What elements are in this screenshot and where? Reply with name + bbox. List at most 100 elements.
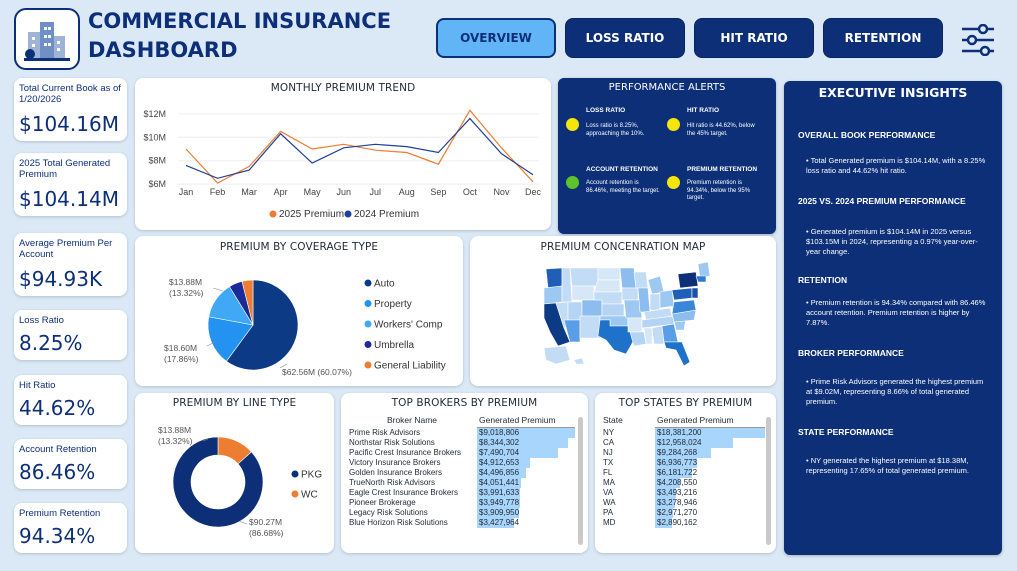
column-header-premium[interactable]: Generated Premium xyxy=(477,415,575,428)
kpi-premium-retention: Premium Retention 94.34% xyxy=(14,503,127,553)
row-premium-value: $3,949,778 xyxy=(479,498,520,507)
map-state-wy xyxy=(571,285,595,301)
table-row[interactable]: Northstar Risk Solutions $8,344,302 xyxy=(347,437,575,448)
row-premium-cell: $9,284,268 xyxy=(655,447,765,458)
kpi-hit-ratio: Hit Ratio 44.62% xyxy=(14,375,127,425)
table-row[interactable]: MD $2,890,162 xyxy=(601,517,765,528)
row-premium-value: $6,936,773 xyxy=(657,458,698,467)
tab-loss-ratio[interactable]: LOSS RATIO xyxy=(565,18,685,58)
leader-line xyxy=(279,363,288,369)
map-state-mi xyxy=(647,275,665,295)
x-tick-label: Mar xyxy=(241,187,257,197)
row-name: Legacy Risk Solutions xyxy=(349,508,428,517)
table-row[interactable]: Blue Horizon Risk Solutions $3,427,964 xyxy=(347,517,575,528)
row-name: FL xyxy=(603,468,613,477)
donut-label-wc-pct: (13.32%) xyxy=(158,436,193,446)
table-row[interactable]: Pacific Crest Insurance Brokers $7,490,70… xyxy=(347,447,575,458)
map-state-ak xyxy=(543,345,571,365)
performance-alerts-card: PERFORMANCE ALERTS LOSS RATIO Loss ratio… xyxy=(558,78,776,234)
table-row[interactable]: MA $4,208,550 xyxy=(601,477,765,488)
table-row[interactable]: PA $2,971,270 xyxy=(601,507,765,518)
column-header-broker[interactable]: Broker Name xyxy=(386,415,438,426)
pie-slice xyxy=(241,279,254,326)
kpi-label: Hit Ratio xyxy=(19,380,56,391)
map-state-hi xyxy=(573,357,585,365)
table-row[interactable]: Eagle Crest Insurance Brokers $3,991,633 xyxy=(347,487,575,498)
pie-label-property: $18.60M xyxy=(164,343,198,353)
row-premium-cell: $3,949,778 xyxy=(477,497,575,508)
dashboard-title-line2: DASHBOARD xyxy=(88,38,238,62)
row-premium-value: $4,051,441 xyxy=(479,478,520,487)
row-premium-value: $12,958,024 xyxy=(657,438,702,447)
premium-bar xyxy=(655,497,675,508)
table-row[interactable]: VA $3,493,216 xyxy=(601,487,765,498)
premium-bar xyxy=(655,517,673,528)
legend-marker xyxy=(291,490,299,498)
map-state-ar xyxy=(627,317,643,333)
alert-title: LOSS RATIO xyxy=(586,107,626,114)
row-premium-cell: $3,427,964 xyxy=(477,517,575,528)
table-row[interactable]: TX $6,936,773 xyxy=(601,457,765,468)
kpi-loss-ratio: Loss Ratio 8.25% xyxy=(14,310,127,360)
map-state-tx xyxy=(597,319,635,355)
sliders-icon[interactable] xyxy=(960,23,996,57)
company-logo xyxy=(14,8,80,70)
y-tick-label: $6M xyxy=(148,179,166,189)
legend-marker xyxy=(364,361,372,369)
pie-slice xyxy=(207,316,254,362)
legend-marker xyxy=(364,320,372,328)
alert-title: ACCOUNT RETENTION xyxy=(586,166,658,173)
row-premium-cell: $12,958,024 xyxy=(655,437,765,448)
table-row[interactable]: NJ $9,284,268 xyxy=(601,447,765,458)
insight-text: • Premium retention is 94.34% compared w… xyxy=(806,298,986,327)
legend-label: WC xyxy=(301,490,318,501)
kpi-value: 44.62% xyxy=(19,396,96,420)
map-state-co xyxy=(581,299,603,317)
x-tick-label: Jan xyxy=(179,187,194,197)
table-row[interactable]: Golden Insurance Brokers $4,496,856 xyxy=(347,467,575,478)
premium-bar xyxy=(477,497,520,508)
donut-label-pkg: $90.27M xyxy=(249,517,283,527)
legend-label: Umbrella xyxy=(374,340,414,351)
legend-marker xyxy=(291,470,299,478)
map-state-nd xyxy=(597,267,621,281)
scrollbar[interactable] xyxy=(766,417,771,545)
table-row[interactable]: FL $6,181,722 xyxy=(601,467,765,478)
insight-text: • NY generated the highest premium at $1… xyxy=(806,456,970,475)
premium-bar xyxy=(655,477,681,488)
table-row[interactable]: TrueNorth Risk Advisors $4,051,441 xyxy=(347,477,575,488)
table-row[interactable]: Legacy Risk Solutions $3,909,950 xyxy=(347,507,575,518)
tab-hit-ratio[interactable]: HIT RATIO xyxy=(694,18,814,58)
map-state-in xyxy=(649,293,661,311)
row-name: MA xyxy=(603,478,615,487)
us-map[interactable] xyxy=(470,236,776,386)
table-row[interactable]: Pioneer Brokerage $3,949,778 xyxy=(347,497,575,508)
tab-retention[interactable]: RETENTION xyxy=(823,18,943,58)
tab-overview[interactable]: OVERVIEW xyxy=(436,18,556,58)
map-state-oh xyxy=(659,289,675,309)
pie-label-auto: $62.56M (60.07%) xyxy=(282,367,352,377)
table-row[interactable]: NY $18,381,200 xyxy=(601,428,765,438)
table-row[interactable]: CA $12,958,024 xyxy=(601,437,765,448)
row-premium-value: $3,493,216 xyxy=(657,488,698,497)
kpi-label: Average Premium Per Account xyxy=(19,238,113,260)
row-premium-cell: $2,971,270 xyxy=(655,507,765,518)
kpi-average-premium: Average Premium Per Account $94.93K xyxy=(14,233,127,296)
row-premium-cell: $18,381,200 xyxy=(655,428,765,438)
insight-text: • Total Generated premium is $104.14M, w… xyxy=(806,156,986,175)
row-premium-value: $2,971,270 xyxy=(657,508,698,517)
alert-loss-ratio: LOSS RATIO Loss ratio is 8.25%, approach… xyxy=(566,107,666,161)
alert-hit-ratio: HIT RATIO Hit ratio is 44.62%, below the… xyxy=(667,107,772,161)
row-premium-cell: $3,909,950 xyxy=(477,507,575,518)
executive-insights-card: EXECUTIVE INSIGHTS OVERALL BOOK PERFORMA… xyxy=(784,81,1002,555)
premium-bar xyxy=(477,428,575,438)
column-header-state[interactable]: State xyxy=(603,415,623,426)
table-row[interactable]: Prime Risk Advisors $9,018,806 xyxy=(347,428,575,438)
row-name: PA xyxy=(603,508,614,517)
premium-bar xyxy=(477,457,531,468)
table-row[interactable]: WA $3,278,946 xyxy=(601,497,765,508)
top-states-card: TOP STATES BY PREMIUM State Generated Pr… xyxy=(595,393,776,553)
column-header-premium[interactable]: Generated Premium xyxy=(655,415,765,428)
table-row[interactable]: Victory Insurance Brokers $4,912,653 xyxy=(347,457,575,468)
scrollbar[interactable] xyxy=(578,417,583,545)
